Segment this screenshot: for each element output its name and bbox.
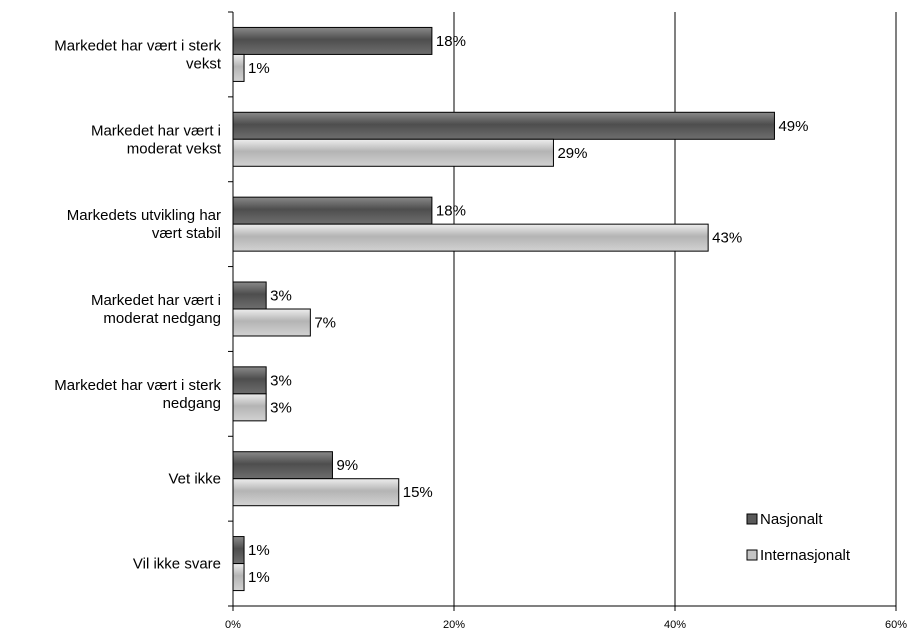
gridlines: [453, 12, 897, 606]
legend-swatch: [746, 513, 758, 525]
bars: [232, 26, 775, 592]
bar-internasjonalt: [232, 393, 267, 422]
data-label: 3%: [270, 288, 292, 305]
data-label: 1%: [248, 542, 270, 559]
category-label-line: nedgang: [163, 395, 221, 412]
category-label-line: Vet ikke: [168, 471, 221, 488]
category-label: Markedet har vært i moderat vekst: [91, 122, 222, 157]
data-label: 3%: [270, 399, 292, 416]
bar-nasjonalt: [232, 196, 433, 225]
axes: [228, 11, 897, 611]
category-label-line: Markedet har vært i sterk: [54, 37, 221, 54]
category-label-line: Markedet har vært i: [91, 122, 221, 139]
category-label-line: moderat nedgang: [103, 310, 221, 327]
x-tick-label: 60%: [885, 619, 907, 631]
category-label: Vet ikke: [168, 471, 221, 488]
category-label: Markedet har vært i moderat nedgang: [91, 292, 221, 327]
data-label: 18%: [436, 203, 466, 220]
labels: 18%1%Markedet har vært i sterk vekst49%29…: [54, 33, 907, 631]
bar-internasjonalt: [232, 563, 245, 592]
category-label-line: Markedets utvikling har: [67, 207, 221, 224]
category-label-line: moderat vekst: [127, 140, 222, 157]
x-tick-label: 0%: [225, 619, 241, 631]
bar-nasjonalt: [232, 536, 245, 565]
bar-nasjonalt: [232, 281, 267, 310]
data-label: 1%: [248, 60, 270, 77]
bar-internasjonalt: [232, 53, 245, 82]
legend-swatch: [746, 549, 758, 561]
bar-nasjonalt: [232, 26, 433, 55]
x-tick-label: 20%: [443, 619, 465, 631]
category-label: Markedets utvikling har vært stabil: [67, 207, 221, 242]
data-label: 18%: [436, 33, 466, 50]
category-label: Vil ikke svare: [133, 556, 221, 573]
category-label-line: Vil ikke svare: [133, 556, 221, 573]
data-label: 1%: [248, 569, 270, 586]
data-label: 49%: [778, 118, 808, 135]
bar-internasjonalt: [232, 223, 709, 252]
bar-nasjonalt: [232, 111, 775, 140]
data-label: 15%: [403, 484, 433, 501]
bar-nasjonalt: [232, 366, 267, 395]
category-label-line: Markedet har vært i sterk: [54, 377, 221, 394]
x-tick-label: 40%: [664, 619, 686, 631]
category-label: Markedet har vært i sterk nedgang: [54, 377, 221, 412]
bar-internasjonalt: [232, 308, 311, 337]
legend-label: Internasjonalt: [760, 547, 851, 564]
category-label-line: vekst: [186, 55, 222, 72]
data-label: 3%: [270, 372, 292, 389]
bar-nasjonalt: [232, 451, 333, 480]
legend: Nasjonalt Internasjonalt: [746, 511, 851, 564]
data-label: 7%: [314, 315, 336, 332]
bar-internasjonalt: [232, 138, 554, 167]
data-label: 9%: [336, 457, 358, 474]
category-label-line: Markedet har vært i: [91, 292, 221, 309]
category-label-line: vært stabil: [152, 225, 221, 242]
data-label: 43%: [712, 230, 742, 247]
category-label: Markedet har vært i sterk vekst: [54, 37, 222, 72]
bar-internasjonalt: [232, 478, 400, 507]
data-label: 29%: [557, 145, 587, 162]
legend-label: Nasjonalt: [760, 511, 823, 528]
